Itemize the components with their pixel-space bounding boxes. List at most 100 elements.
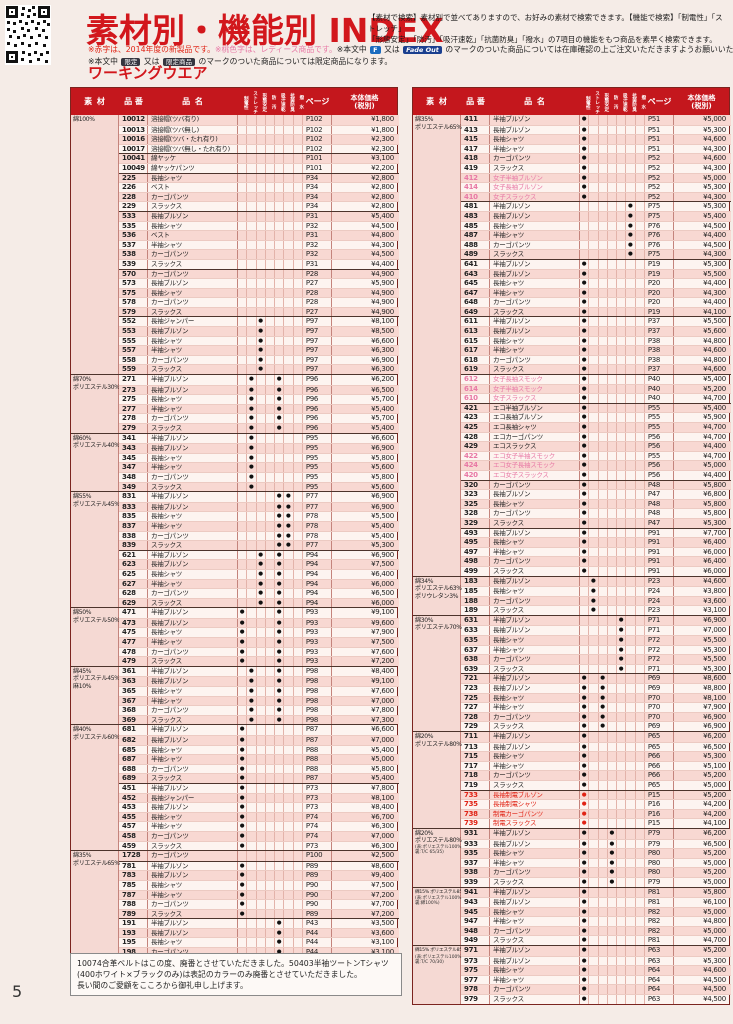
function-dot-cell xyxy=(284,919,294,928)
function-dot-cell xyxy=(284,677,294,687)
page-reference: P52 xyxy=(645,192,674,202)
function-dot-cell xyxy=(617,800,627,809)
price: ¥2,800 xyxy=(371,192,394,201)
function-dot-cell xyxy=(284,414,294,423)
function-dot-cell xyxy=(294,365,303,375)
function-dot-cell xyxy=(257,783,266,793)
function-dot-cell xyxy=(266,706,276,715)
product-name: 長袖シャツ xyxy=(490,636,580,645)
function-dot-cell xyxy=(266,240,276,250)
function-dot-cell xyxy=(589,163,599,173)
product-name: 半袖ブルゾン xyxy=(490,259,580,269)
function-dot-cell xyxy=(599,470,608,480)
price: ¥4,900 xyxy=(371,298,394,307)
product-name: 半袖シャツ xyxy=(148,638,238,647)
function-dot-cell: ● xyxy=(275,395,285,404)
function-dot-cell xyxy=(589,336,599,346)
function-dot-cell xyxy=(266,938,276,948)
price: ¥7,500 xyxy=(371,638,394,647)
function-dot-cell xyxy=(626,279,636,288)
product-code: 10049 xyxy=(119,163,148,173)
function-dot-cell xyxy=(247,764,257,774)
function-dot-cell: ● xyxy=(257,365,266,375)
product-code: 621 xyxy=(119,550,148,560)
page-reference: P66 xyxy=(645,761,674,771)
function-dot-cell: ● xyxy=(238,725,248,735)
function-dot-cell xyxy=(238,288,248,298)
price: ¥7,300 xyxy=(371,715,394,724)
function-dot-cell xyxy=(636,538,645,547)
function-dot-cell: ● xyxy=(580,868,590,877)
function-dot-cell xyxy=(599,202,608,211)
function-dot-cell xyxy=(608,985,618,995)
function-dot-cell xyxy=(257,628,266,638)
function-dot-cell xyxy=(257,687,266,696)
product-name: 長袖シャツ xyxy=(490,336,580,346)
function-dot-cell: ● xyxy=(580,800,590,809)
product-code: 185 xyxy=(461,587,490,596)
product-code: 428 xyxy=(461,432,490,442)
limited-note: ※本文中 限定 又は 限定商品 のマークのついた商品については限定商品になります… xyxy=(88,57,392,67)
function-dot-cell: ● xyxy=(580,887,590,898)
column-header-material: 素 材 xyxy=(84,97,106,106)
function-dot-cell xyxy=(266,608,276,618)
function-dot-cell xyxy=(266,560,276,569)
product-code: 1728 xyxy=(119,851,148,861)
table-row: 682 長袖ブルゾン ● P87 ¥7,000 xyxy=(119,735,399,745)
function-dot-cell xyxy=(257,647,266,657)
product-name: カーゴパンツ xyxy=(148,851,238,861)
price: ¥7,900 xyxy=(703,703,726,712)
product-code: 368 xyxy=(119,706,148,715)
function-dot-cell xyxy=(266,375,276,385)
function-dot-cell xyxy=(275,336,285,346)
function-dot-cell xyxy=(266,890,276,900)
product-code: 417 xyxy=(461,144,490,154)
table-row: 183 長袖ブルゾン ● P23 ¥4,600 xyxy=(461,576,731,587)
function-dot-cell xyxy=(599,732,608,742)
product-code: 10041 xyxy=(119,154,148,163)
function-dot-cell xyxy=(266,346,276,355)
function-dot-cell: ● xyxy=(580,742,590,752)
function-dot-cell xyxy=(284,365,294,375)
function-dot-cell: ● xyxy=(599,703,608,712)
product-name: 長袖シャツ xyxy=(148,628,238,638)
function-dot-cell xyxy=(257,745,266,755)
table-row: 185 長袖シャツ ● P24 ¥3,800 xyxy=(461,586,731,596)
function-dot-cell xyxy=(608,722,618,731)
function-dot-cell: ● xyxy=(247,666,257,677)
function-dot-cell xyxy=(247,900,257,909)
function-dot-cell xyxy=(284,288,294,298)
page-reference: P44 xyxy=(303,948,332,957)
function-dot-cell: ● xyxy=(238,755,248,764)
function-dot-cell xyxy=(626,995,636,1004)
table-row: 552 長袖ジャンパー ● P97 ¥8,100 xyxy=(119,316,399,327)
table-row: 617 半袖シャツ ● P38 ¥4,600 xyxy=(461,345,731,355)
function-dot-cell xyxy=(247,288,257,298)
page-reference: P66 xyxy=(645,752,674,761)
material-group: 綿15% ポリエステル85% (表:ポリエステル100% 裏:綿100%) 941 半袖… xyxy=(413,886,731,946)
function-dot-cell xyxy=(284,861,294,871)
function-dot-cell xyxy=(238,298,248,307)
function-dot-cell xyxy=(247,608,257,618)
product-code: 425 xyxy=(461,423,490,432)
search-hint-line2: 「形態安定」「防汚」「吸汗速乾」「抗菌防臭」「撥水」の7項目の機能をもつ商品を素… xyxy=(368,35,717,44)
function-dot-cell xyxy=(636,557,645,566)
table-row: 10041 綿ヤッケ P101 ¥3,100 xyxy=(119,153,399,163)
function-dot-cell xyxy=(275,803,285,812)
function-dot-cell xyxy=(247,317,257,327)
function-dot-cell xyxy=(294,472,303,482)
table-row: 975 長袖シャツ ● P64 ¥4,600 xyxy=(461,965,731,975)
function-dot-cell xyxy=(284,608,294,618)
product-code: 485 xyxy=(461,221,490,231)
function-dot-cell xyxy=(608,975,618,985)
table-row: 614 女子半袖スモック ● P40 ¥5,200 xyxy=(461,383,731,394)
function-dot-cell xyxy=(294,841,303,851)
product-code: 837 xyxy=(119,521,148,531)
price: ¥7,800 xyxy=(371,706,394,715)
material-label: ポリエステル40% xyxy=(73,442,120,450)
function-dot-cell xyxy=(284,909,294,919)
function-dot-cell xyxy=(275,211,285,221)
function-dot-cell xyxy=(589,403,599,413)
function-dot-cell xyxy=(599,615,608,626)
function-dot-cell xyxy=(599,183,608,192)
